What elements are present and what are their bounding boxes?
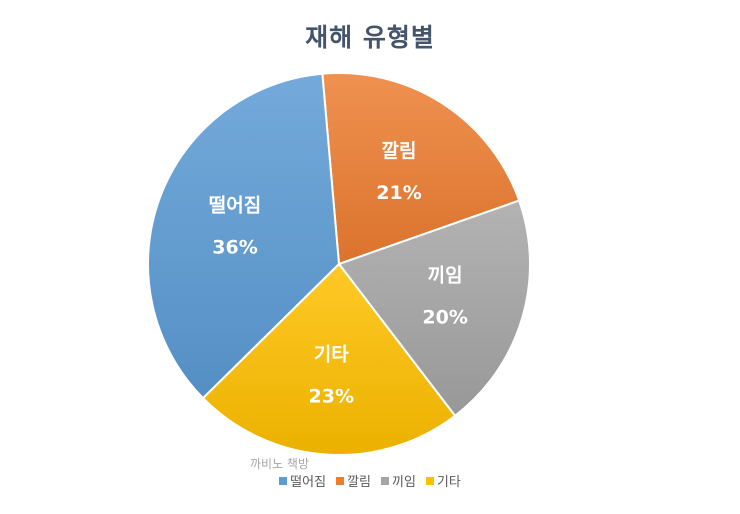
legend-label-1: 깔림 [347,475,371,490]
legend-item-1: 깔림 [336,471,371,490]
legend-swatch-3 [425,476,434,485]
pie-slice-2 [337,199,531,418]
legend-swatch-0 [279,476,288,485]
legend: 떨어짐 깔림 끼임 기타 [0,471,740,490]
watermark-text: 까비노 책방 [250,457,310,471]
slice-value-label-1: 21% [376,182,421,204]
pie-slice-0 [147,72,341,400]
pie-slice-1 [321,72,521,266]
legend-swatch-2 [380,476,389,485]
legend-item-3: 기타 [425,471,461,490]
legend-swatch-1 [336,476,345,485]
chart-title: 재해 유형별 [305,23,435,52]
slice-category-label-1: 깔림 [382,140,417,162]
slice-value-label-0: 36% [212,237,257,259]
slice-value-label-3: 23% [309,386,354,408]
slice-category-label-3: 기타 [314,344,349,366]
legend-label-0: 떨어짐 [290,475,327,490]
legend-item-0: 떨어짐 [279,471,326,490]
pie-slice-3 [201,262,457,456]
legend-label-3: 기타 [436,475,461,490]
legend-label-2: 끼임 [391,475,416,490]
slice-category-label-0: 떨어짐 [209,195,261,217]
slice-category-label-2: 끼임 [428,265,463,287]
slice-value-label-2: 20% [422,307,467,329]
legend-item-2: 끼임 [380,471,416,490]
